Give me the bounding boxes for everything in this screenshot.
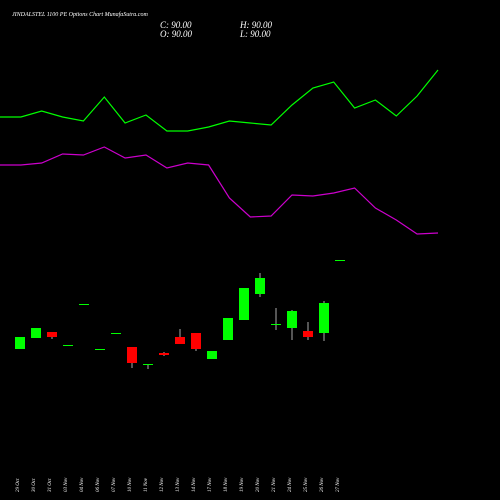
x-tick-label: 29 Oct bbox=[16, 478, 21, 492]
x-tick-label: 10 Nov bbox=[128, 477, 133, 492]
candle-body bbox=[335, 260, 345, 261]
x-tick-label: 18 Nov bbox=[224, 477, 229, 492]
x-tick-label: 31 Oct bbox=[48, 478, 53, 492]
candle-body bbox=[287, 311, 297, 328]
x-tick-label: 11 Nov bbox=[144, 477, 149, 492]
candle-body bbox=[47, 332, 57, 337]
candle-body bbox=[63, 345, 73, 346]
candle-body bbox=[191, 333, 201, 349]
candle-body bbox=[271, 324, 281, 325]
x-tick-label: 21 Nov bbox=[272, 477, 277, 492]
candle-body bbox=[111, 333, 121, 334]
candle-body bbox=[79, 304, 89, 305]
x-tick-label: 20 Nov bbox=[256, 477, 261, 492]
line-series bbox=[0, 146, 439, 235]
candle-body bbox=[255, 278, 265, 294]
x-tick-label: 25 Nov bbox=[304, 477, 309, 492]
x-tick-label: 27 Nov bbox=[336, 477, 341, 492]
ohlc-close: C: 90.00 bbox=[160, 20, 192, 30]
x-tick-label: 17 Nov bbox=[208, 477, 213, 492]
candle-body bbox=[175, 337, 185, 344]
x-tick-label: 14 Nov bbox=[192, 477, 197, 492]
candle-body bbox=[319, 303, 329, 333]
candle-body bbox=[159, 353, 169, 355]
x-tick-label: 03 Nov bbox=[64, 477, 69, 492]
x-tick-label: 07 Nov bbox=[112, 477, 117, 492]
x-tick-label: 19 Nov bbox=[240, 477, 245, 492]
candle-body bbox=[95, 349, 105, 350]
x-tick-label: 06 Nov bbox=[96, 477, 101, 492]
x-tick-label: 13 Nov bbox=[176, 477, 181, 492]
ohlc-open: O: 90.00 bbox=[160, 29, 192, 39]
candle-body bbox=[207, 351, 217, 359]
x-tick-label: 30 Oct bbox=[32, 478, 37, 492]
x-tick-label: 26 Nov bbox=[320, 477, 325, 492]
candle-body bbox=[15, 337, 25, 349]
x-tick-label: 04 Nov bbox=[80, 477, 85, 492]
candle-body bbox=[31, 328, 41, 338]
line-series bbox=[0, 69, 439, 132]
candle-body bbox=[143, 364, 153, 365]
ohlc-low: L: 90.00 bbox=[239, 29, 271, 39]
candle-body bbox=[127, 347, 137, 363]
x-tick-label: 12 Nov bbox=[160, 477, 165, 492]
candle-body bbox=[303, 331, 313, 337]
ohlc-high: H: 90.00 bbox=[239, 20, 272, 30]
candle-body bbox=[223, 318, 233, 340]
x-tick-label: 24 Nov bbox=[288, 477, 293, 492]
candle-body bbox=[239, 288, 249, 320]
chart-title: JINDALSTEL 1100 PE Options Chart MunafaS… bbox=[12, 11, 148, 18]
